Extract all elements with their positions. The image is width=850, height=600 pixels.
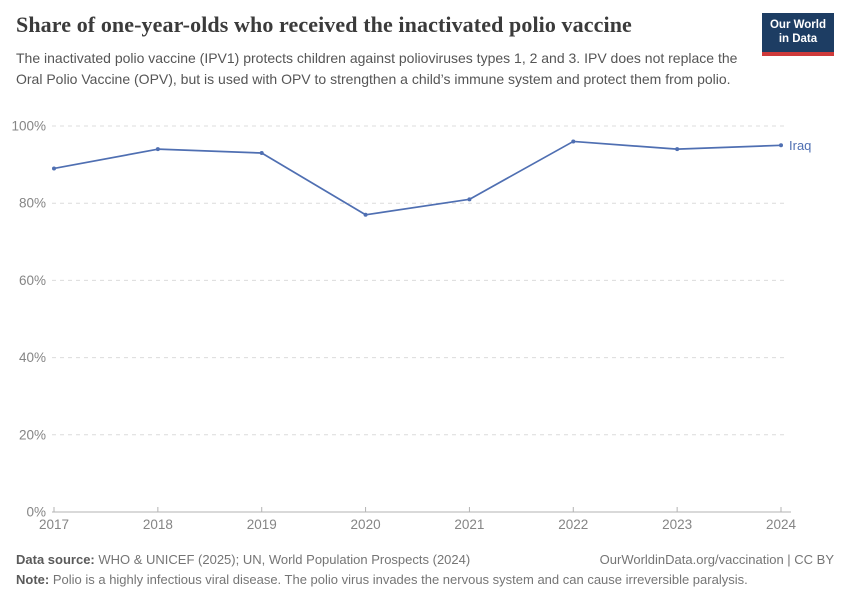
x-axis-label-2022: 2022 xyxy=(558,517,588,532)
page-title: Share of one-year-olds who received the … xyxy=(16,12,632,37)
chart-line-iraq xyxy=(53,140,782,216)
license-link[interactable]: OurWorldinData.org/vaccination | CC BY xyxy=(599,552,834,567)
y-axis-label-0: 0% xyxy=(26,505,46,520)
data-point-2021 xyxy=(467,197,472,202)
x-axis-label-2020: 2020 xyxy=(351,517,381,532)
data-source-text: Data source: WHO & UNICEF (2025); UN, Wo… xyxy=(16,552,471,567)
data-point-2022 xyxy=(571,139,576,144)
data-point-2019 xyxy=(259,151,264,156)
owid-logo[interactable]: Our World in Data xyxy=(761,13,834,56)
note-label: Note: xyxy=(16,572,50,587)
owid-logo-line1: Our World xyxy=(769,19,826,31)
chart-footer: Data source: WHO & UNICEF (2025); UN, Wo… xyxy=(16,550,834,590)
data-source-label: Data source: xyxy=(16,552,95,567)
chart-subtitle: The inactivated polio vaccine (IPV1) pro… xyxy=(16,50,738,87)
x-axis-label-2017: 2017 xyxy=(39,517,69,532)
data-point-2024 xyxy=(779,143,783,148)
data-point-2020 xyxy=(363,212,368,217)
x-axis-label-2019: 2019 xyxy=(247,517,277,532)
y-axis-label-20: 20% xyxy=(19,427,46,442)
data-point-2017 xyxy=(52,166,56,171)
x-axis-label-2024: 2024 xyxy=(766,517,797,532)
x-axis-label-2021: 2021 xyxy=(454,517,484,532)
data-point-2018 xyxy=(155,147,160,152)
note-text: Note: Polio is a highly infectious viral… xyxy=(16,572,748,587)
series-label-iraq: Iraq xyxy=(789,138,811,153)
x-axis-label-2018: 2018 xyxy=(143,517,173,532)
owid-logo-line2: in Data xyxy=(778,33,818,46)
y-axis-label-60: 60% xyxy=(19,273,46,288)
data-point-2023 xyxy=(675,147,680,152)
y-axis-label-100: 100% xyxy=(11,119,46,134)
x-axis-label-2023: 2023 xyxy=(662,517,692,532)
y-axis-label-80: 80% xyxy=(19,196,46,211)
y-axis-label-40: 40% xyxy=(19,350,46,365)
